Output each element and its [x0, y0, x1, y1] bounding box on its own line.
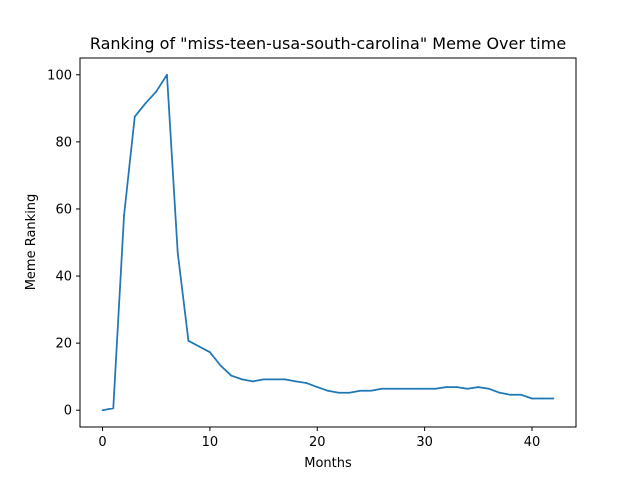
y-axis-label: Meme Ranking [24, 194, 39, 291]
data-point [262, 378, 265, 381]
data-point [176, 251, 179, 254]
data-point [284, 378, 286, 381]
data-point [305, 382, 308, 384]
y-axis: 0 20 40 60 80 100 [47, 68, 80, 419]
data-point [209, 351, 211, 354]
data-point [230, 374, 233, 377]
y-tick-label: 60 [55, 202, 72, 217]
y-tick-label: 40 [55, 270, 72, 285]
data-point [434, 387, 437, 390]
data-point [316, 386, 319, 388]
data-point [455, 386, 458, 388]
x-axis: 0 10 20 30 40 [98, 427, 540, 450]
data-point [348, 391, 351, 394]
chart-title: Ranking of "miss-teen-usa-south-carolina… [90, 34, 566, 53]
data-point [251, 380, 254, 383]
data-point [391, 387, 394, 390]
data-point [498, 391, 501, 394]
data-point [541, 397, 544, 400]
data-point [155, 90, 158, 93]
data-point [133, 115, 136, 118]
data-point [198, 345, 201, 348]
data-point [187, 339, 190, 342]
x-axis-label: Months [304, 456, 352, 471]
y-tick-label: 80 [55, 135, 72, 150]
y-tick-label: 20 [55, 337, 72, 352]
data-point [423, 387, 426, 390]
data-point [488, 387, 490, 390]
data-point [144, 102, 147, 105]
y-tick-label: 100 [47, 68, 72, 83]
data-point [123, 214, 125, 217]
x-tick-label: 10 [202, 435, 219, 450]
data-point [380, 387, 383, 390]
data-point [219, 364, 222, 367]
x-tick-label: 40 [524, 435, 541, 450]
data-point [509, 393, 512, 396]
data-point [531, 397, 533, 400]
plot-area [79, 57, 577, 428]
data-point [359, 389, 362, 392]
data-point [520, 393, 523, 396]
data-point [412, 387, 415, 390]
x-tick-label: 0 [98, 435, 106, 450]
data-point [294, 380, 297, 383]
data-point [273, 378, 276, 381]
series-layer [101, 73, 555, 412]
data-point [327, 389, 329, 392]
x-tick-label: 30 [416, 435, 433, 450]
plot-frame [79, 57, 577, 428]
data-point [477, 386, 480, 388]
data-point [101, 409, 104, 412]
data-point [166, 73, 168, 76]
data-point [402, 387, 405, 390]
data-point [112, 407, 115, 410]
data-point [552, 397, 555, 400]
data-point [466, 387, 469, 390]
x-tick-label: 20 [309, 435, 326, 450]
data-point [370, 389, 372, 392]
y-tick-label: 0 [64, 404, 72, 419]
data-point [337, 391, 340, 394]
data-point [241, 378, 244, 381]
data-point [445, 386, 447, 388]
